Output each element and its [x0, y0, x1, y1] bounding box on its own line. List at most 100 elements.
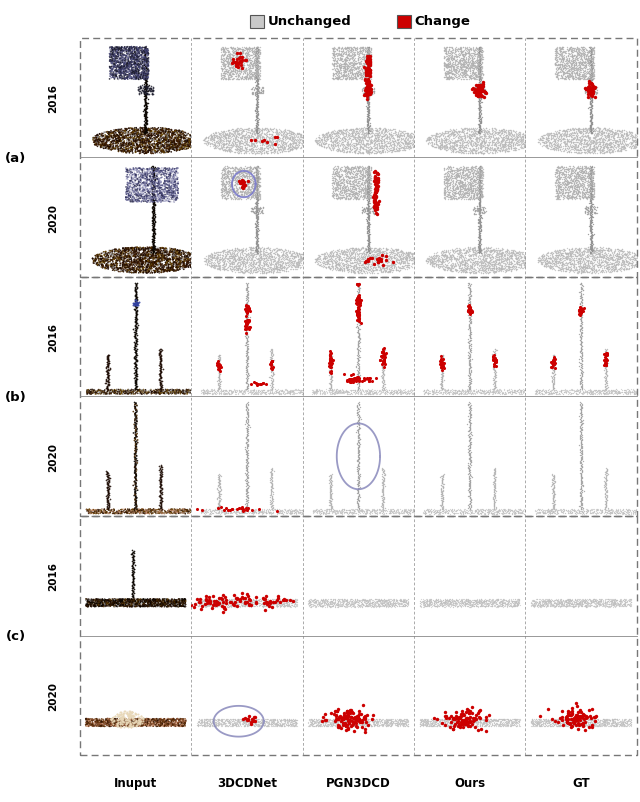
Point [364, 55, 374, 68]
Point [509, 599, 519, 612]
Point [106, 712, 116, 725]
Point [250, 251, 260, 264]
Point [126, 387, 136, 400]
Point [561, 137, 572, 150]
Point [221, 719, 232, 731]
Point [587, 119, 597, 132]
Point [575, 43, 585, 56]
Point [206, 597, 216, 610]
Point [198, 600, 208, 613]
Point [571, 139, 581, 152]
Point [450, 43, 460, 56]
Point [346, 71, 356, 84]
Point [317, 387, 327, 400]
Point [249, 132, 259, 145]
Point [140, 66, 150, 79]
Point [220, 174, 230, 187]
Point [187, 254, 197, 267]
Point [469, 189, 479, 202]
Point [576, 467, 586, 480]
Point [354, 374, 364, 387]
Point [587, 44, 597, 57]
Point [278, 597, 289, 610]
Point [236, 53, 246, 66]
Point [436, 253, 447, 266]
Point [437, 364, 447, 377]
Point [247, 43, 257, 55]
Point [150, 172, 161, 184]
Point [344, 71, 354, 84]
Point [345, 180, 355, 193]
Point [156, 719, 166, 732]
Point [138, 183, 148, 196]
Point [141, 243, 151, 256]
Point [431, 130, 442, 143]
Point [252, 43, 262, 55]
Point [372, 594, 382, 607]
Point [394, 387, 404, 400]
Point [475, 131, 485, 144]
Point [346, 172, 356, 184]
Point [180, 713, 190, 726]
Point [464, 187, 474, 200]
Point [207, 136, 217, 148]
Point [354, 300, 364, 313]
Point [351, 61, 362, 74]
Point [470, 245, 481, 258]
Point [470, 596, 481, 609]
Point [352, 315, 362, 328]
Point [465, 180, 476, 192]
Point [364, 594, 374, 607]
Point [558, 600, 568, 613]
Point [250, 387, 260, 400]
Point [204, 597, 214, 610]
Point [301, 251, 312, 264]
Point [550, 68, 561, 81]
Point [431, 258, 442, 271]
Point [275, 255, 285, 268]
Point [585, 163, 595, 176]
Point [591, 720, 602, 733]
Point [119, 136, 129, 148]
Point [155, 383, 165, 395]
Point [190, 133, 200, 146]
Point [114, 715, 124, 727]
Point [363, 222, 373, 235]
Point [454, 716, 465, 729]
Point [389, 138, 399, 151]
Point [262, 254, 273, 267]
Point [214, 133, 224, 146]
Point [284, 598, 294, 611]
Point [422, 387, 433, 400]
Point [152, 169, 162, 182]
Point [536, 598, 547, 611]
Point [363, 163, 373, 176]
Point [621, 388, 632, 401]
Point [381, 594, 391, 607]
Point [131, 175, 141, 188]
Point [107, 63, 117, 76]
Point [166, 146, 177, 159]
Point [396, 594, 406, 607]
Point [141, 253, 152, 265]
Point [356, 719, 366, 732]
Point [251, 87, 261, 99]
Point [366, 265, 376, 278]
Point [408, 253, 419, 265]
Point [572, 167, 582, 180]
Point [168, 176, 178, 188]
Point [225, 70, 236, 83]
Point [468, 67, 478, 79]
Point [269, 145, 279, 158]
Point [634, 384, 640, 397]
Point [394, 383, 404, 396]
Point [273, 138, 283, 151]
Point [245, 184, 255, 196]
Point [240, 54, 250, 67]
Point [573, 148, 584, 160]
Point [603, 261, 613, 274]
Point [435, 136, 445, 148]
Point [153, 245, 163, 257]
Point [344, 58, 354, 71]
Point [112, 46, 122, 59]
